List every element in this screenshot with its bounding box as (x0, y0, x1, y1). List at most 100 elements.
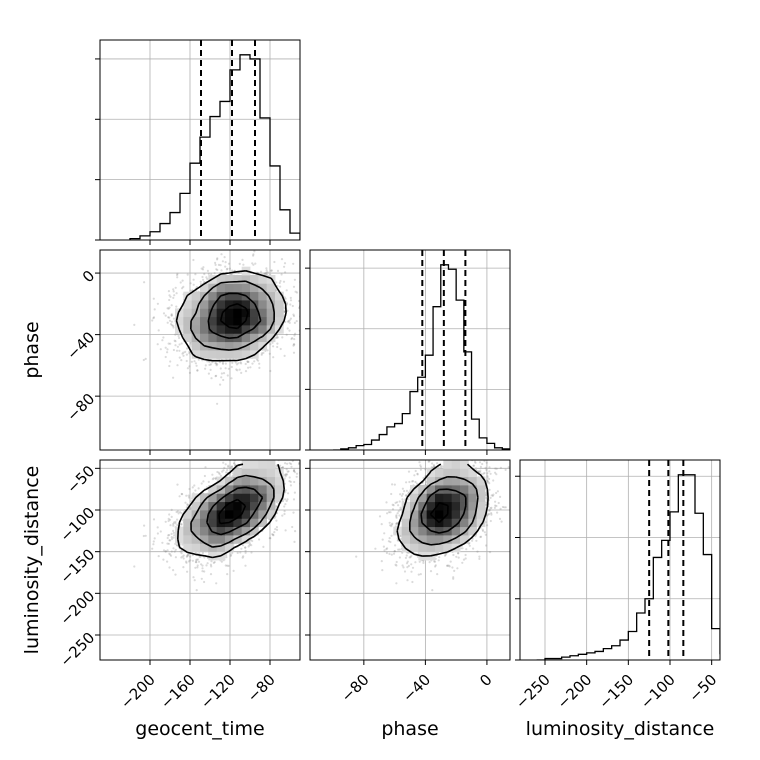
density-cell (241, 316, 251, 326)
sample-point (268, 537, 271, 540)
sample-point (235, 368, 238, 371)
density-cell (200, 350, 209, 359)
sample-point (240, 238, 242, 240)
density-cell (241, 350, 251, 359)
sample-point (195, 558, 198, 561)
sample-point (215, 374, 218, 377)
density-cell (216, 308, 226, 318)
sample-point (172, 569, 175, 572)
sample-point (289, 299, 293, 302)
sample-point (295, 320, 298, 323)
sample-point (272, 533, 275, 536)
sample-point (167, 290, 170, 293)
sample-point (153, 308, 156, 311)
density-cell (216, 300, 226, 309)
sample-point (172, 296, 175, 299)
2d-panel-geocent_time-luminosity_distance: −200−160−120 −80−250−200−150−100−50 (57, 444, 318, 712)
density-cell (258, 325, 268, 334)
sample-point (174, 548, 177, 551)
sample-point (186, 570, 189, 573)
sample-point (299, 454, 301, 456)
sample-point (221, 362, 225, 365)
sample-point (271, 444, 273, 446)
sample-point (262, 351, 265, 354)
sample-point (173, 534, 176, 537)
density-cell (216, 275, 226, 284)
sample-point (203, 570, 206, 573)
sample-point (197, 560, 201, 563)
sample-point (292, 314, 296, 318)
sample-point (187, 560, 190, 563)
density-cell (258, 333, 268, 343)
sample-point (302, 308, 304, 310)
contour-level (207, 292, 262, 339)
sample-point (284, 473, 287, 476)
sample-point (216, 258, 219, 261)
sample-point (167, 307, 170, 310)
sample-point (211, 361, 214, 364)
density-cell (200, 316, 209, 326)
sample-point (270, 269, 273, 272)
sample-point (240, 371, 243, 374)
sample-point (287, 470, 290, 473)
sample-point (213, 272, 216, 275)
sample-point (188, 352, 191, 355)
sample-point (276, 345, 279, 349)
sample-point (174, 522, 177, 525)
sample-point (244, 546, 247, 549)
sample-point (195, 561, 198, 564)
density-cell (241, 308, 251, 318)
sample-point (220, 372, 223, 375)
x-tick-label: −50 (685, 671, 720, 706)
sample-point (275, 454, 277, 456)
sample-point (199, 280, 202, 283)
sample-point (265, 267, 268, 270)
sample-point (292, 344, 295, 347)
sample-point (284, 498, 287, 501)
sample-point (156, 343, 159, 346)
sample-point (182, 285, 185, 288)
sample-point (292, 343, 295, 346)
sample-point (292, 469, 295, 473)
sample-point (164, 314, 167, 317)
sample-point (166, 307, 169, 310)
sample-point (258, 366, 261, 369)
sample-point (305, 312, 307, 314)
density-cell (275, 308, 284, 318)
sample-point (169, 323, 173, 326)
sample-point (188, 350, 191, 353)
density-cell (216, 325, 226, 334)
sample-point (166, 542, 169, 545)
sample-point (206, 562, 209, 565)
sample-point (283, 262, 287, 265)
sample-point (219, 383, 222, 386)
sample-point (252, 263, 255, 266)
sample-point (227, 367, 230, 370)
sample-point (172, 547, 175, 550)
sample-point (170, 532, 173, 536)
sample-point (186, 273, 189, 276)
sample-point (181, 555, 184, 558)
sample-point (271, 455, 273, 457)
density-cell (216, 333, 226, 343)
sample-point (216, 257, 219, 260)
sample-point (189, 289, 192, 292)
density-cell (233, 316, 243, 326)
sample-point (220, 560, 223, 563)
sample-point (237, 362, 240, 365)
sample-point (263, 272, 267, 275)
density-cell (216, 341, 226, 351)
density-cell (258, 291, 268, 301)
sample-point (272, 534, 275, 537)
sample-point (178, 356, 181, 359)
sample-point (168, 306, 171, 309)
sample-point (263, 273, 266, 276)
sample-point (286, 303, 289, 306)
sample-point (210, 560, 213, 563)
sample-point (316, 482, 318, 484)
sample-point (295, 291, 299, 294)
sample-point (252, 253, 255, 256)
sample-point (222, 372, 226, 375)
density-cell (241, 283, 251, 293)
sample-point (219, 264, 222, 267)
